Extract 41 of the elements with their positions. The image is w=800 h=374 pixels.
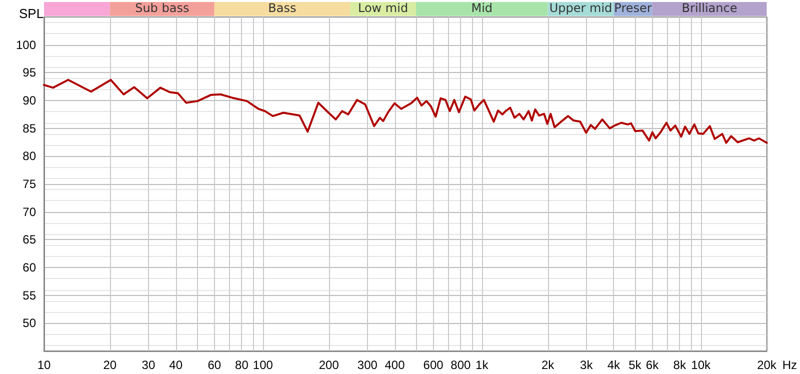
x-tick-label: 400 [384,358,406,372]
y-axis-title: SPL [19,6,44,21]
y-tick-label: 90 [22,94,36,108]
x-tick-label: 8k [673,358,687,372]
x-tick-label: 10k [691,358,712,372]
band-label: Upper mid [549,1,612,15]
y-tick-label: 70 [22,204,36,219]
x-tick-label: 200 [318,358,340,372]
y-tick-label: 50 [22,316,36,330]
y-tick-label: 85 [22,121,36,136]
band-label: Low mid [358,1,408,15]
x-tick-label: 1k [476,358,490,372]
band-label: Mid [471,1,493,15]
x-tick-label: 30 [142,358,156,372]
x-tick-label: 100 [252,358,274,372]
x-axis-title: Hz [782,358,798,372]
y-tick-label: 100 [16,38,36,52]
x-tick-label: 5k [628,358,642,372]
y-tick-label: 75 [22,177,36,191]
y-tick-label: 80 [22,149,36,164]
x-tick-label: 20 [103,358,117,372]
x-tick-label: 800 [450,358,472,372]
x-tick-label: 2k [541,358,556,372]
x-tick-label: 10 [37,358,51,372]
y-tick-label: 65 [22,232,36,247]
x-tick-label: 600 [423,358,444,372]
band-label: Sub bass [135,1,190,15]
band-label: Brilliance [682,1,738,15]
y-tick-label: 95 [22,66,36,80]
x-tick-label: 3k [580,358,594,372]
y-tick-label: 60 [22,260,36,274]
x-tick-label: 40 [169,358,183,372]
band-label: Bass [268,1,296,15]
x-tick-label: 6k [646,358,660,372]
band-label: Preser [614,1,652,15]
x-tick-label: 80 [235,358,249,372]
y-tick-label: 55 [22,288,36,302]
x-tick-label: 60 [208,358,222,372]
x-tick-label: 20k [757,358,778,372]
x-tick-label: 300 [357,358,378,372]
x-tick-label: 4k [607,358,622,372]
